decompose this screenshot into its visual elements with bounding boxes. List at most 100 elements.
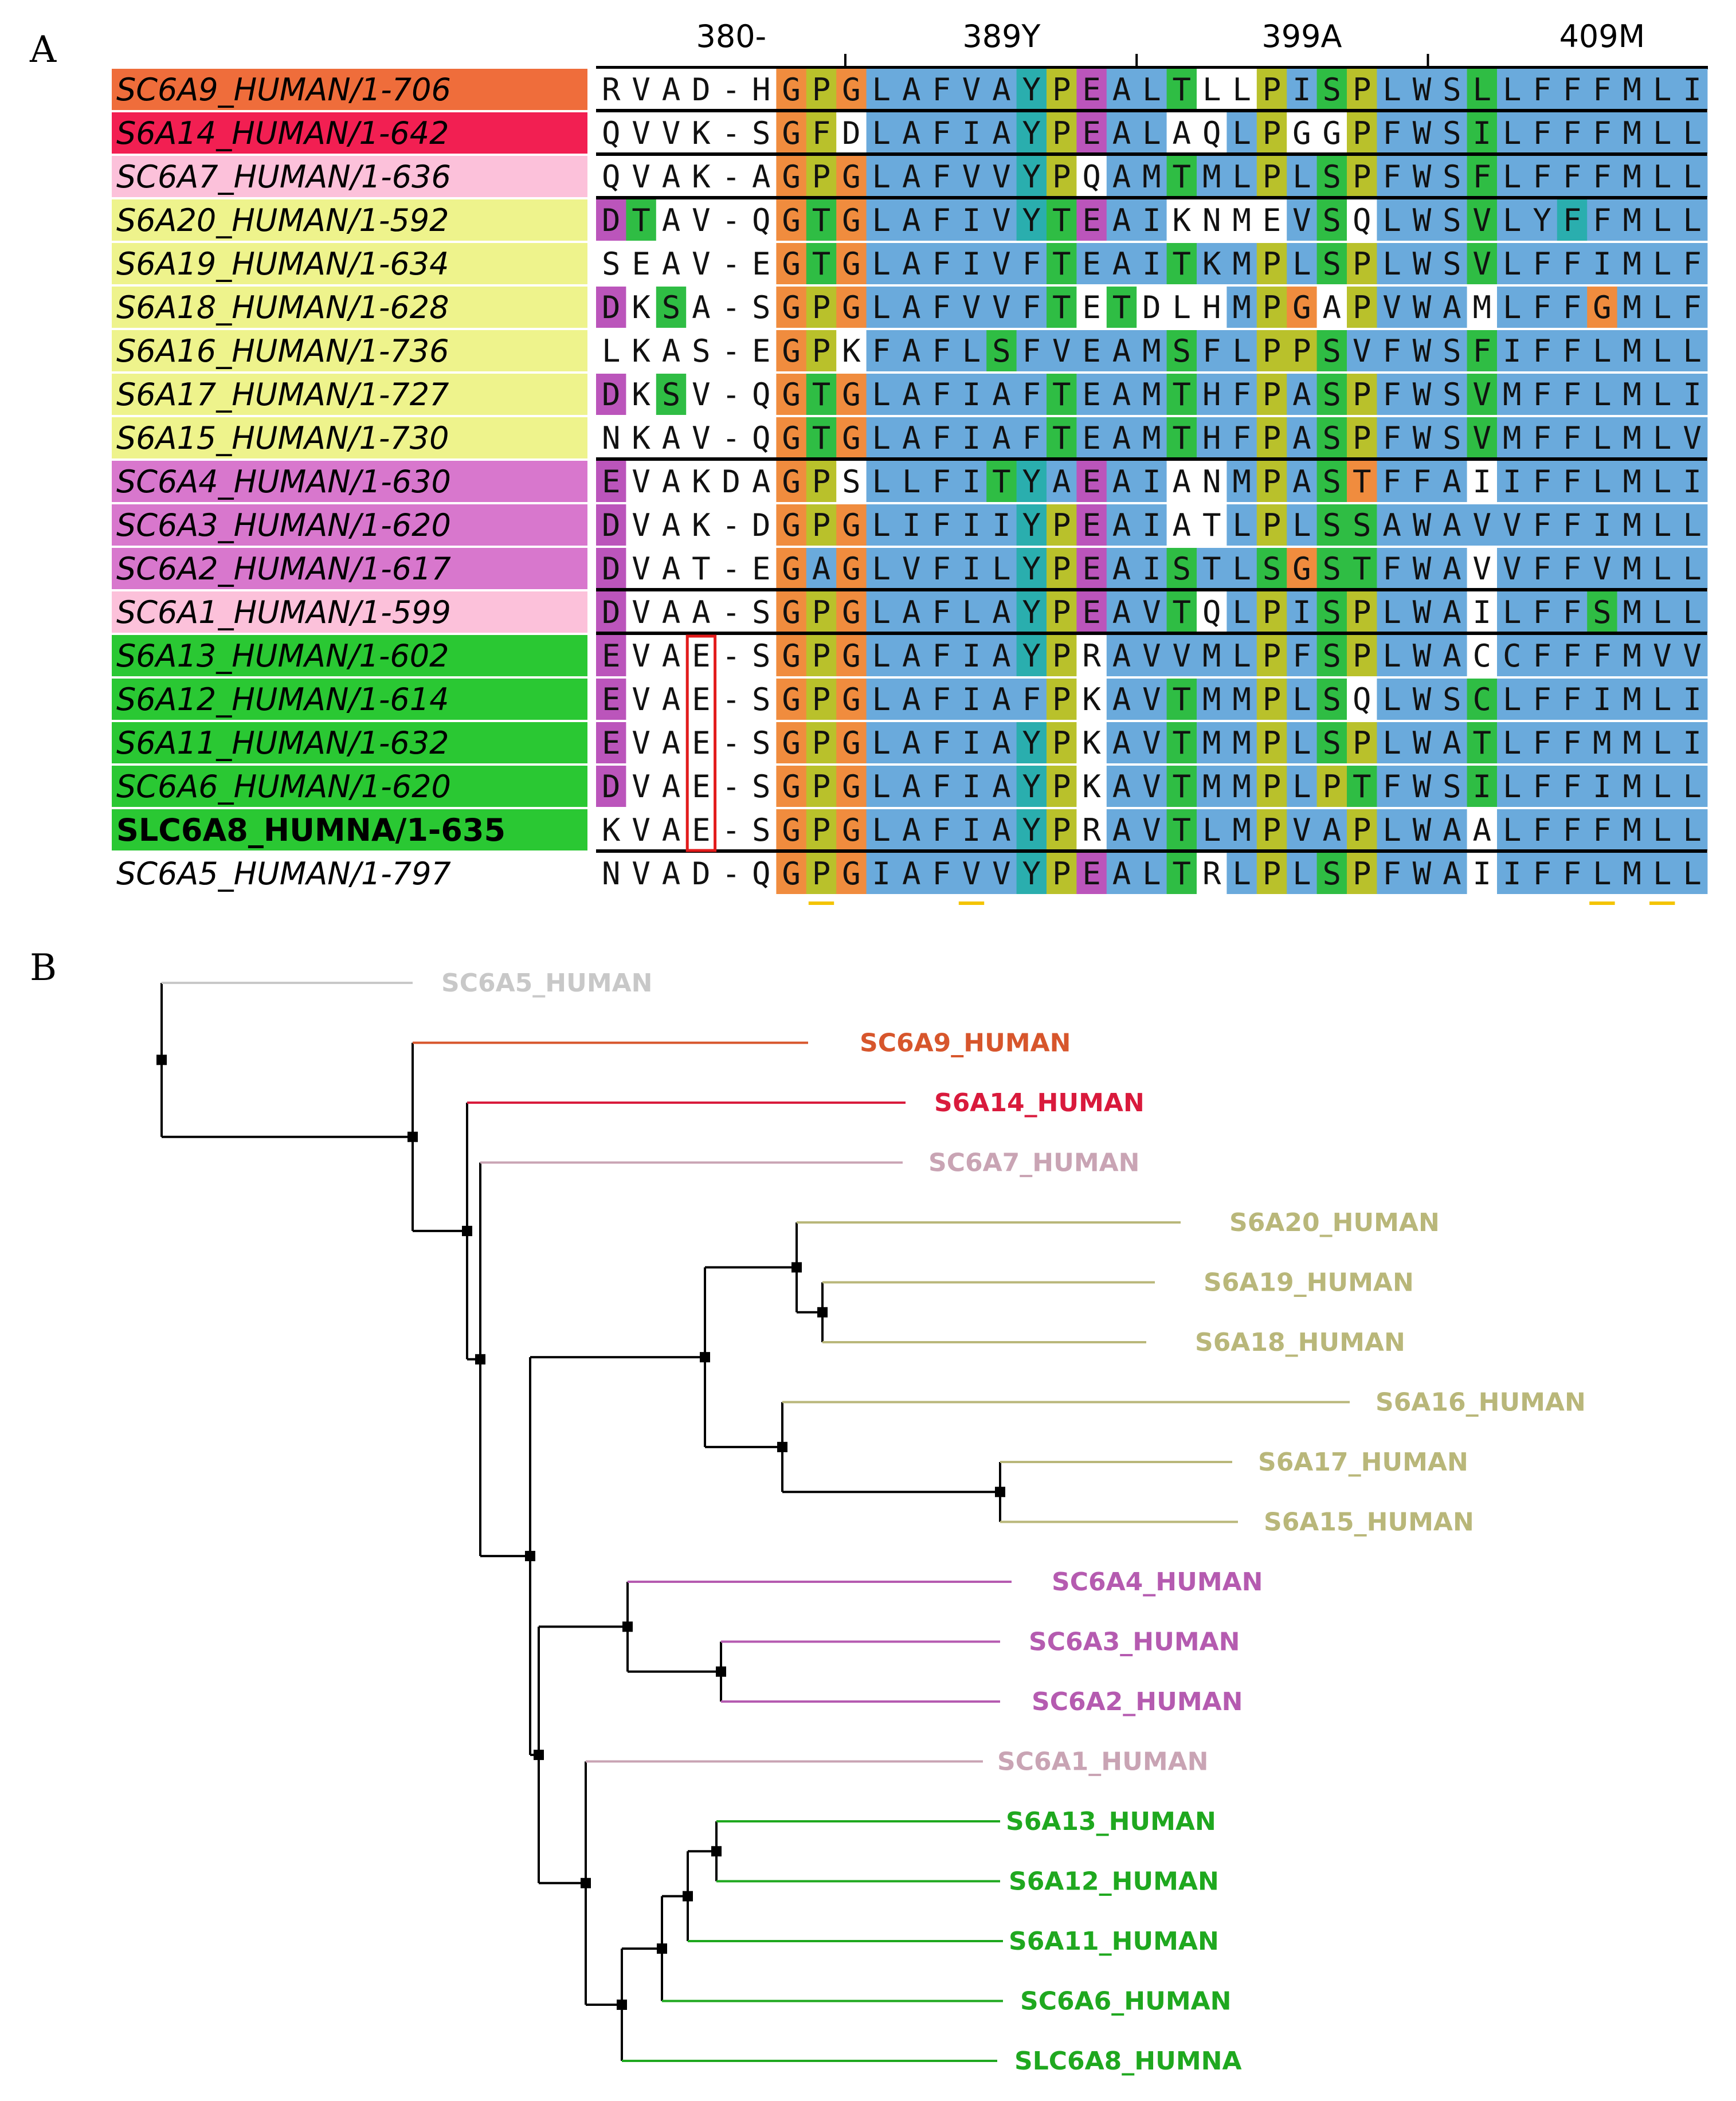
residue-cell	[1076, 853, 1107, 894]
residue-letter: S	[1323, 551, 1342, 587]
residue-cell	[1016, 112, 1047, 154]
residue-cell	[776, 287, 807, 328]
residue-letter: F	[1232, 420, 1251, 456]
residue-letter: A	[902, 420, 921, 456]
residue-cell	[1437, 461, 1468, 502]
tree-node-marker	[156, 1055, 167, 1065]
residue-cell	[1647, 766, 1678, 807]
residue-cell	[1406, 243, 1437, 284]
residue-cell	[1197, 679, 1227, 720]
residue-cell	[1347, 374, 1377, 415]
tree-node-marker	[700, 1352, 710, 1363]
residue-cell	[1647, 809, 1678, 850]
residue-cell	[1437, 417, 1468, 458]
residue-cell	[896, 853, 927, 894]
residue-letter: Q	[1202, 115, 1221, 151]
residue-cell	[1497, 417, 1527, 458]
residue-letter: F	[1413, 464, 1432, 500]
residue-letter: S	[752, 725, 771, 761]
residue-cell	[716, 461, 747, 502]
residue-cell	[1677, 809, 1708, 850]
residue-letter: F	[1022, 333, 1041, 369]
residue-letter: K	[692, 464, 711, 500]
residue-cell	[1437, 112, 1468, 154]
residue-letter: V	[632, 594, 650, 630]
residue-letter: V	[1473, 507, 1492, 543]
residue-cell	[1347, 722, 1377, 763]
residue-cell	[1287, 112, 1318, 154]
residue-cell	[1406, 287, 1437, 328]
residue-letter: T	[1052, 420, 1071, 456]
residue-cell	[1527, 374, 1558, 415]
residue-letter: M	[1623, 333, 1642, 369]
residue-cell	[1557, 287, 1588, 328]
residue-cell	[1076, 287, 1107, 328]
residue-cell	[866, 766, 897, 807]
residue-cell	[836, 374, 867, 415]
residue-letter: -	[722, 725, 741, 761]
residue-letter: S	[1323, 464, 1342, 500]
residue-letter: E	[752, 333, 771, 369]
residue-letter: T	[812, 246, 831, 282]
residue-letter: G	[782, 377, 801, 413]
sequence-name: SC6A3_HUMAN/1-620	[116, 507, 451, 543]
residue-cell	[1677, 722, 1708, 763]
residue-cell	[1256, 112, 1287, 154]
residue-letter: L	[1653, 115, 1672, 151]
residue-cell	[1226, 243, 1257, 284]
residue-letter: M	[1623, 725, 1642, 761]
residue-letter: P	[1052, 115, 1071, 151]
residue-letter: E	[692, 812, 711, 848]
residue-cell	[656, 199, 687, 241]
residue-cell	[1287, 199, 1318, 241]
residue-letter: F	[1533, 507, 1551, 543]
residue-cell	[1437, 591, 1468, 633]
residue-letter: A	[902, 159, 921, 195]
residue-cell	[896, 635, 927, 676]
residue-cell	[716, 766, 747, 807]
residue-letter: E	[602, 681, 621, 718]
residue-letter: T	[812, 420, 831, 456]
residue-letter: S	[602, 246, 621, 282]
residue-letter: E	[1082, 507, 1101, 543]
residue-letter: K	[842, 333, 861, 369]
residue-cell	[1106, 679, 1137, 720]
residue-letter: L	[1292, 769, 1311, 805]
residue-letter: G	[842, 681, 861, 718]
residue-cell	[1226, 112, 1257, 154]
residue-cell	[1377, 330, 1408, 371]
residue-cell	[926, 112, 957, 154]
residue-cell	[1106, 722, 1137, 763]
residue-letter: A	[1443, 464, 1461, 500]
residue-cell	[776, 243, 807, 284]
residue-letter: I	[1142, 246, 1161, 282]
residue-cell	[1166, 156, 1197, 197]
residue-letter: F	[1563, 246, 1582, 282]
residue-cell	[1617, 635, 1648, 676]
residue-cell	[1287, 591, 1318, 633]
residue-cell	[1047, 69, 1077, 110]
residue-cell	[1197, 722, 1227, 763]
residue-letter: F	[1563, 72, 1582, 108]
residue-letter: P	[1263, 420, 1282, 456]
residue-cell	[1226, 461, 1257, 502]
residue-letter: D	[602, 551, 621, 587]
residue-cell	[1467, 722, 1498, 763]
residue-letter: L	[1232, 594, 1251, 630]
residue-cell	[1256, 330, 1287, 371]
residue-cell	[1617, 679, 1648, 720]
residue-letter: L	[1503, 812, 1522, 848]
residue-cell	[746, 330, 777, 371]
residue-cell	[866, 287, 897, 328]
residue-letter: L	[872, 812, 891, 848]
residue-letter: -	[722, 159, 741, 195]
residue-letter: A	[1323, 289, 1342, 326]
residue-cell	[1527, 722, 1558, 763]
residue-cell	[1347, 766, 1377, 807]
residue-cell	[1527, 112, 1558, 154]
residue-cell	[1047, 635, 1077, 676]
residue-cell	[806, 374, 837, 415]
residue-letter: L	[1653, 377, 1672, 413]
residue-cell	[1677, 548, 1708, 589]
tree-leaf-label: S6A18_HUMAN	[1195, 1328, 1405, 1357]
